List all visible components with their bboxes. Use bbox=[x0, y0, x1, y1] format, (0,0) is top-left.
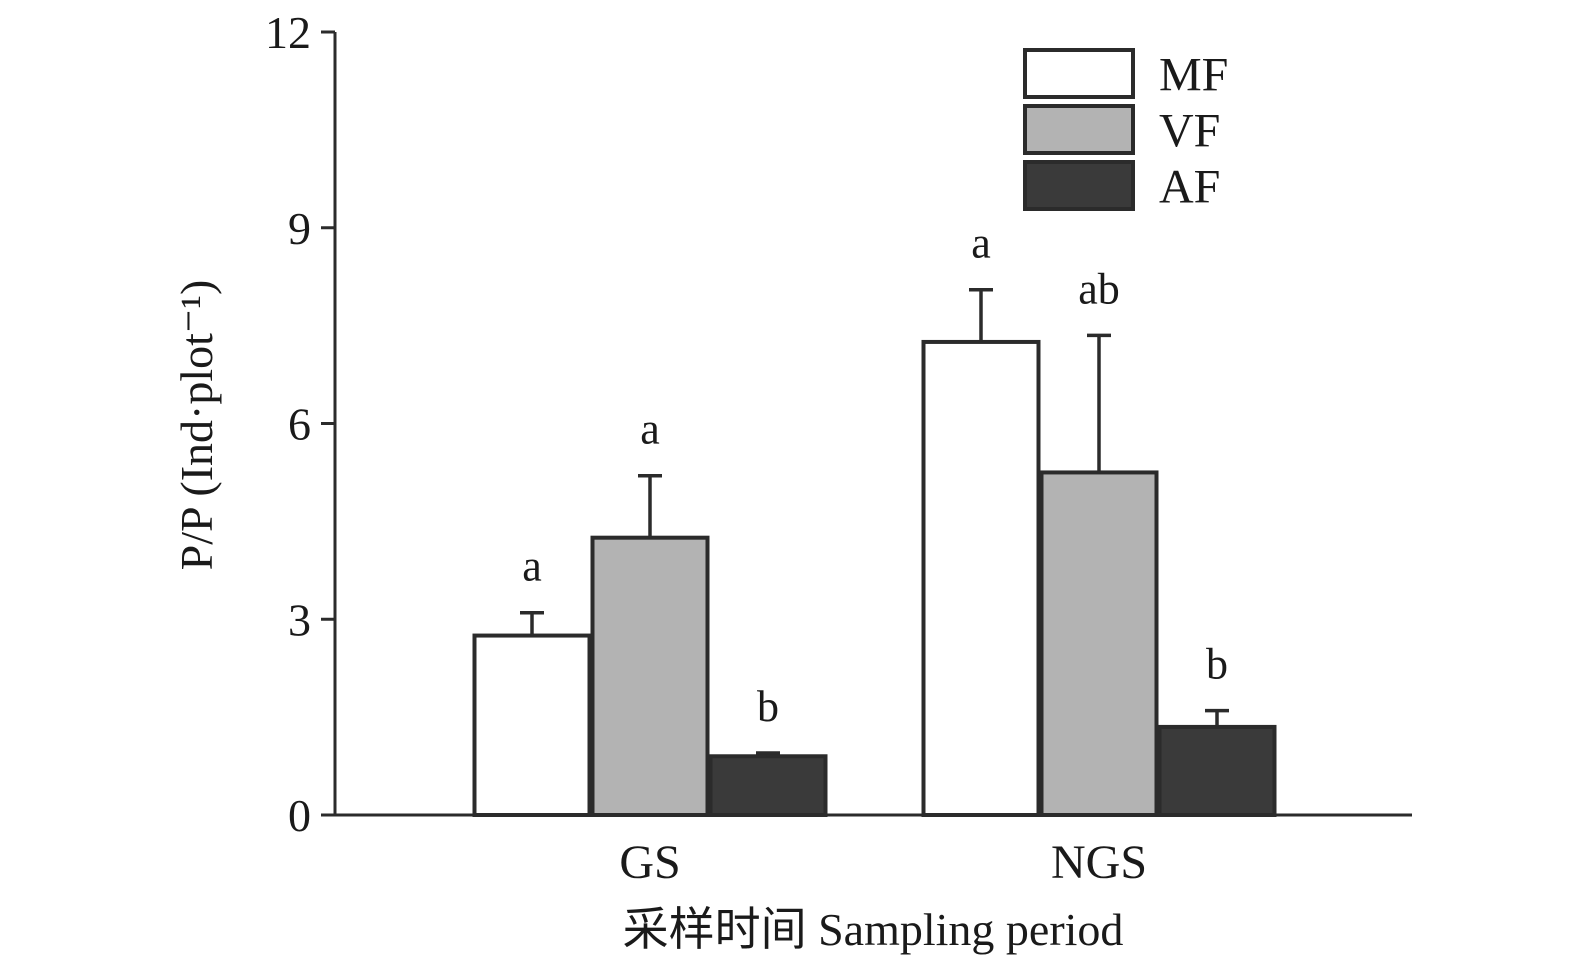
y-tick-label: 3 bbox=[288, 594, 311, 645]
x-axis-title: 采样时间 Sampling period bbox=[623, 904, 1124, 955]
significance-letter: ab bbox=[1078, 264, 1120, 313]
x-tick-label: GS bbox=[619, 836, 680, 889]
significance-letter: b bbox=[757, 682, 779, 731]
legend-label-af: AF bbox=[1159, 161, 1220, 214]
legend-swatch-vf bbox=[1023, 104, 1135, 155]
significance-letter: b bbox=[1206, 640, 1228, 689]
y-tick-label: 6 bbox=[288, 399, 311, 450]
y-tick-label: 9 bbox=[288, 203, 311, 254]
legend-label-vf: VF bbox=[1159, 105, 1220, 158]
bar-mf-gs bbox=[472, 633, 592, 817]
x-tick-label: NGS bbox=[1051, 836, 1147, 889]
legend-label-mf: MF bbox=[1159, 49, 1228, 102]
y-tick-label: 12 bbox=[265, 7, 311, 58]
bar-mf-ngs bbox=[921, 339, 1041, 817]
bar-af-gs bbox=[708, 754, 828, 818]
significance-letter: a bbox=[971, 219, 991, 268]
bar-af-ngs bbox=[1157, 724, 1277, 817]
y-axis-title: P/P (Ind·plot⁻¹) bbox=[171, 280, 222, 571]
bar-vf-ngs bbox=[1039, 470, 1159, 817]
bar-vf-gs bbox=[590, 535, 710, 817]
y-tick-label: 0 bbox=[288, 790, 311, 841]
legend-swatch-mf bbox=[1023, 48, 1135, 99]
significance-letter: a bbox=[522, 542, 542, 591]
legend-swatch-af bbox=[1023, 160, 1135, 211]
significance-letter: a bbox=[640, 405, 660, 454]
